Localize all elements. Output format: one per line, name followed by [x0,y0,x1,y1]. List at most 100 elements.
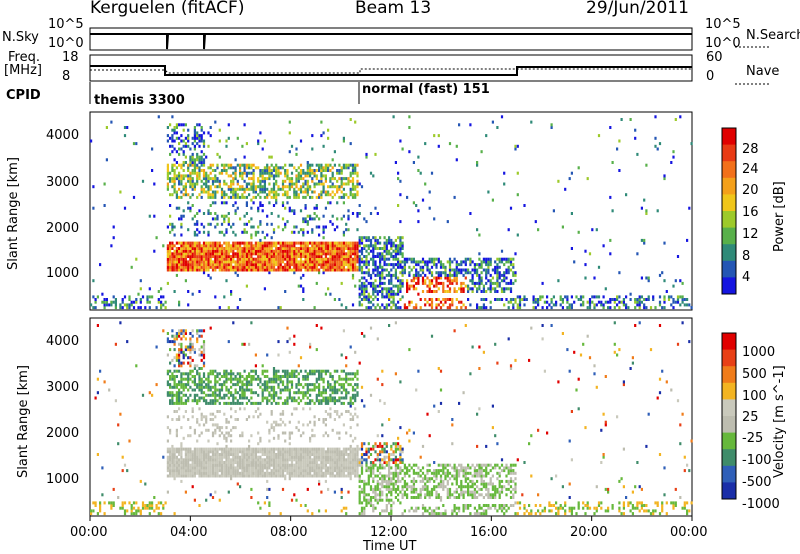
power-cell [564,187,567,191]
power-cell [293,190,296,194]
power-cell [435,284,438,288]
velocity-cell [259,506,262,510]
power-cell [476,228,479,232]
velocity-cell [175,469,178,473]
velocity-cell [205,415,208,419]
power-cell [211,247,215,250]
velocity-cell [306,450,309,454]
power-cell [200,247,203,250]
power-cell [261,187,264,191]
velocity-cell [200,358,203,362]
velocity-cell [198,434,201,438]
velocity-cell [295,458,298,462]
velocity-cell [281,369,285,373]
velocity-cell [169,340,172,344]
velocity-cell [250,380,253,384]
power-cell [419,268,422,272]
power-cell [388,257,391,261]
velocity-cell [202,375,206,378]
velocity-cell [234,455,237,459]
power-cell [507,268,510,272]
velocity-cell [189,455,192,459]
power-cell [236,263,239,267]
velocity-cell [313,385,316,389]
velocity-cell [214,455,217,459]
power-cell [640,206,643,210]
power-cell [200,249,203,253]
velocity-cell [198,399,201,403]
power-cell [196,228,199,232]
velocity-cell [227,388,230,392]
power-cell [331,249,334,253]
velocity-cell [218,396,221,400]
power-cell [327,247,330,250]
power-cell [248,182,251,186]
power-cell [139,300,142,304]
power-cell [320,244,323,248]
power-cell [311,190,314,194]
velocity-cell [187,453,190,456]
power-cell [234,201,237,205]
power-cell [442,263,445,267]
velocity-cell [227,420,230,424]
power-cell [327,249,330,253]
velocity-cell [266,458,269,462]
velocity-cell [182,436,185,440]
power-cell [254,265,257,269]
power-cell [166,182,169,186]
power-cell [200,260,203,264]
velocity-cell [311,474,314,478]
power-cell [336,260,339,264]
power-cell [182,150,185,154]
velocity-cell [178,471,181,475]
power-cell [491,276,494,280]
velocity-cell [315,348,318,352]
power-cell [313,306,316,310]
power-cell [313,241,316,245]
power-cell [342,252,345,256]
velocity-cell [322,466,325,470]
velocity-cell [198,450,201,454]
velocity-cell [175,332,178,335]
power-cell [290,257,294,261]
velocity-cell [327,461,330,464]
power-cell [597,295,601,299]
power-cell [349,118,352,121]
power-cell [173,179,176,183]
velocity-cell [202,364,206,368]
power-cell [173,257,176,261]
power-cell [315,281,318,285]
freq-panel [89,54,770,104]
velocity-cell [182,353,185,357]
power-cell [259,222,262,226]
power-cell [266,214,269,218]
power-cell [261,177,264,181]
power-cell [261,249,264,253]
velocity-cell [257,375,260,378]
velocity-cell [288,380,291,384]
velocity-cell [178,342,181,346]
velocity-cell [252,466,255,470]
power-cell [191,187,194,191]
velocity-cell [169,469,172,473]
power-cell [473,284,476,288]
velocity-cell [281,466,285,470]
velocity-cell [214,447,217,451]
power-cell [471,287,474,291]
velocity-cell [200,453,203,456]
power-cell [342,193,345,197]
velocity-cell [302,385,305,389]
power-cell [336,190,339,194]
power-cell [182,209,185,213]
velocity-cell [295,399,298,403]
power-cell [189,163,192,167]
velocity-cell [200,418,203,421]
power-cell [496,279,499,283]
power-cell [455,271,458,275]
power-cell [191,163,194,167]
velocity-cell [211,369,215,373]
power-cell [257,230,260,234]
power-cell [227,241,230,245]
power-cell [342,195,345,199]
power-cell [234,265,237,269]
